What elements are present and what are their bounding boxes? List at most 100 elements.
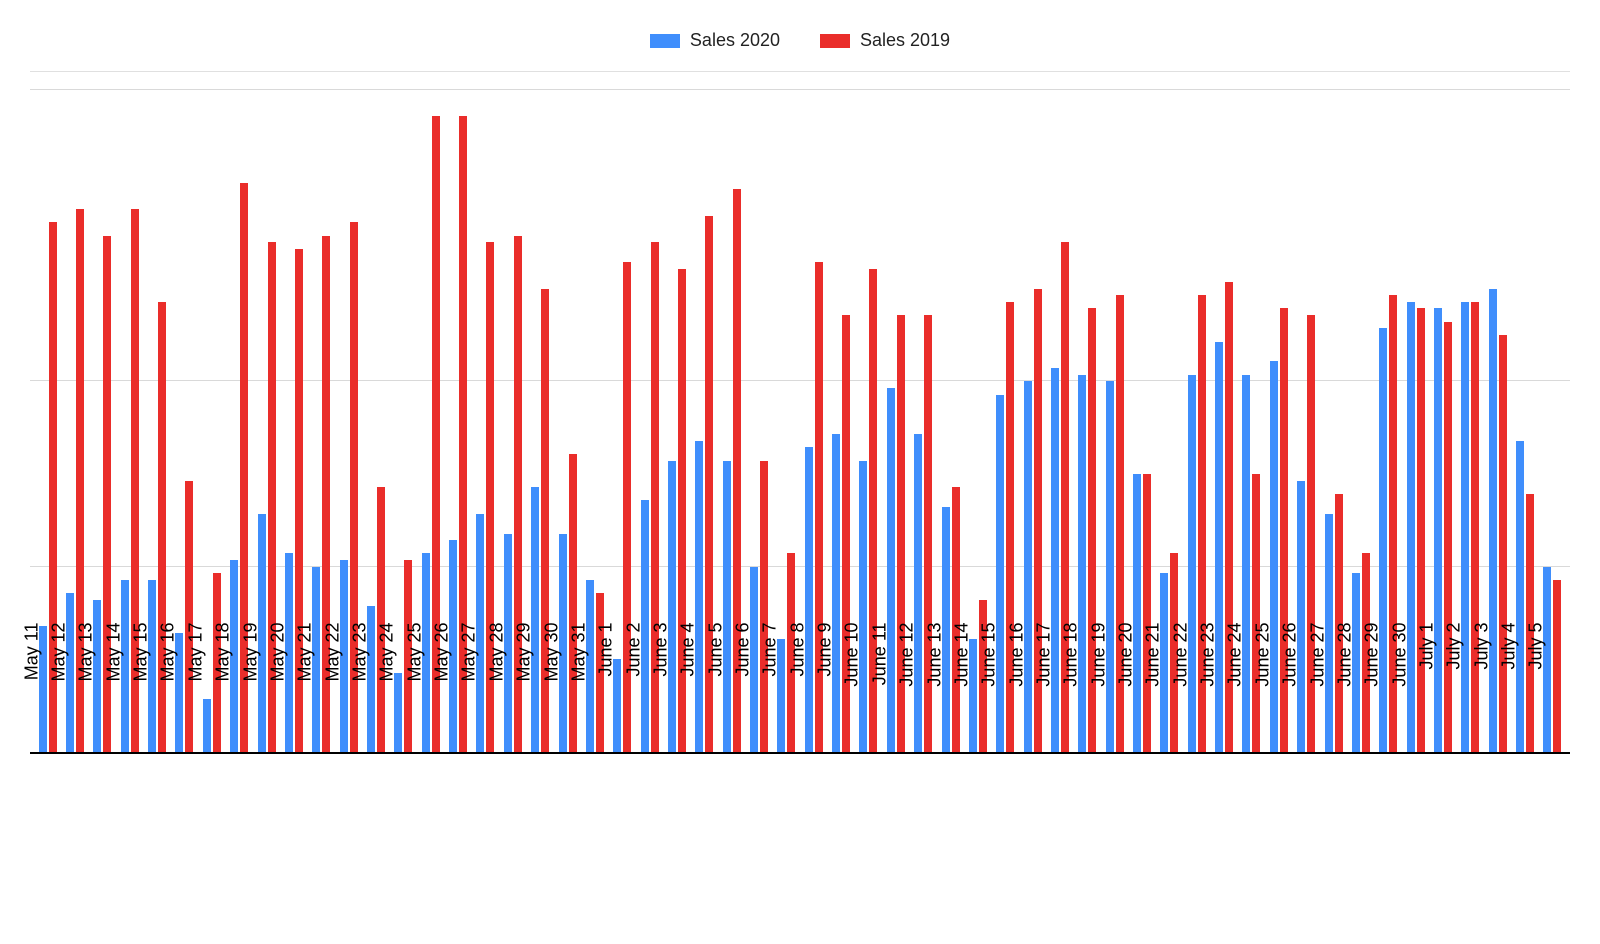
x-tick: June 27: [1320, 754, 1347, 914]
x-tick: June 6: [745, 754, 772, 914]
x-tick-label: June 7: [760, 623, 781, 773]
x-tick-label: May 24: [377, 623, 398, 773]
x-tick: June 5: [718, 754, 745, 914]
x-tick-label: May 22: [322, 623, 343, 773]
x-tick-label: June 16: [1006, 623, 1027, 773]
legend-label-2019: Sales 2019: [860, 30, 950, 51]
x-tick: May 19: [253, 754, 280, 914]
x-tick-label: July 3: [1471, 623, 1492, 773]
x-tick: June 30: [1402, 754, 1429, 914]
x-tick: May 13: [89, 754, 116, 914]
x-tick-label: June 26: [1280, 623, 1301, 773]
x-tick-label: May 29: [514, 623, 535, 773]
x-tick-label: May 27: [459, 623, 480, 773]
x-tick: May 16: [171, 754, 198, 914]
x-tick: June 23: [1210, 754, 1237, 914]
x-tick: June 15: [992, 754, 1019, 914]
x-tick-label: June 29: [1362, 623, 1383, 773]
x-tick: June 17: [1046, 754, 1073, 914]
x-tick: May 25: [417, 754, 444, 914]
x-tick: June 8: [800, 754, 827, 914]
x-tick-label: June 17: [1033, 623, 1054, 773]
x-tick-label: June 25: [1252, 623, 1273, 773]
x-tick: July 4: [1511, 754, 1538, 914]
x-tick-label: June 8: [787, 623, 808, 773]
x-tick: June 20: [1128, 754, 1155, 914]
x-tick-label: June 12: [897, 623, 918, 773]
x-tick: June 1: [609, 754, 636, 914]
legend-item-2020: Sales 2020: [650, 30, 780, 51]
x-tick-label: June 2: [623, 623, 644, 773]
x-tick-label: May 17: [185, 623, 206, 773]
x-tick: June 13: [937, 754, 964, 914]
x-tick: May 29: [526, 754, 553, 914]
x-tick-label: June 19: [1088, 623, 1109, 773]
x-tick: May 11: [34, 754, 61, 914]
x-tick: June 12: [910, 754, 937, 914]
x-tick: June 16: [1019, 754, 1046, 914]
x-tick: May 22: [335, 754, 362, 914]
legend-item-2019: Sales 2019: [820, 30, 950, 51]
x-tick-label: June 24: [1225, 623, 1246, 773]
x-tick-label: May 31: [568, 623, 589, 773]
x-tick-label: June 6: [733, 623, 754, 773]
x-tick: May 31: [581, 754, 608, 914]
legend-swatch-2019: [820, 34, 850, 48]
x-tick-label: June 10: [842, 623, 863, 773]
x-tick-label: May 21: [295, 623, 316, 773]
x-tick: July 3: [1484, 754, 1511, 914]
x-tick-label: June 1: [596, 623, 617, 773]
x-tick: June 22: [1183, 754, 1210, 914]
x-tick-label: June 15: [979, 623, 1000, 773]
x-tick-label: June 20: [1116, 623, 1137, 773]
x-tick-label: June 14: [951, 623, 972, 773]
x-tick-label: June 9: [815, 623, 836, 773]
x-tick: June 21: [1156, 754, 1183, 914]
x-tick-label: May 15: [131, 623, 152, 773]
legend: Sales 2020 Sales 2019: [30, 20, 1570, 72]
x-tick: June 7: [773, 754, 800, 914]
x-tick-label: May 28: [486, 623, 507, 773]
x-tick-label: May 30: [541, 623, 562, 773]
x-tick: May 20: [280, 754, 307, 914]
plot-area: May 11May 12May 13May 14May 15May 16May …: [30, 90, 1570, 914]
x-tick: June 28: [1347, 754, 1374, 914]
bar-2019: [1553, 580, 1561, 752]
x-tick-label: June 4: [678, 623, 699, 773]
x-tick-label: May 11: [21, 623, 42, 773]
x-tick: May 15: [143, 754, 170, 914]
x-tick-label: June 3: [650, 623, 671, 773]
x-tick: June 14: [964, 754, 991, 914]
x-tick: June 19: [1101, 754, 1128, 914]
x-tick: June 4: [691, 754, 718, 914]
x-tick-label: May 13: [76, 623, 97, 773]
x-tick-label: June 28: [1334, 623, 1355, 773]
x-tick-label: July 4: [1499, 623, 1520, 773]
x-tick: May 27: [472, 754, 499, 914]
x-tick: May 17: [198, 754, 225, 914]
x-tick-label: July 5: [1526, 623, 1547, 773]
x-tick: June 11: [882, 754, 909, 914]
x-tick-label: May 23: [349, 623, 370, 773]
x-tick-label: July 2: [1444, 623, 1465, 773]
x-tick: June 24: [1238, 754, 1265, 914]
x-tick: June 26: [1293, 754, 1320, 914]
legend-label-2020: Sales 2020: [690, 30, 780, 51]
x-tick-label: June 11: [869, 623, 890, 773]
x-tick-label: June 13: [924, 623, 945, 773]
x-tick: July 1: [1429, 754, 1456, 914]
x-tick-label: May 18: [213, 623, 234, 773]
x-tick: May 26: [444, 754, 471, 914]
x-tick-label: June 5: [705, 623, 726, 773]
x-tick-label: May 20: [267, 623, 288, 773]
x-tick: May 23: [362, 754, 389, 914]
x-tick: May 21: [308, 754, 335, 914]
x-tick: June 10: [855, 754, 882, 914]
x-tick: May 18: [226, 754, 253, 914]
x-tick-label: May 16: [158, 623, 179, 773]
x-tick: May 24: [390, 754, 417, 914]
x-tick: July 2: [1457, 754, 1484, 914]
x-tick-label: July 1: [1417, 623, 1438, 773]
x-tick-label: June 22: [1170, 623, 1191, 773]
x-tick-label: June 27: [1307, 623, 1328, 773]
